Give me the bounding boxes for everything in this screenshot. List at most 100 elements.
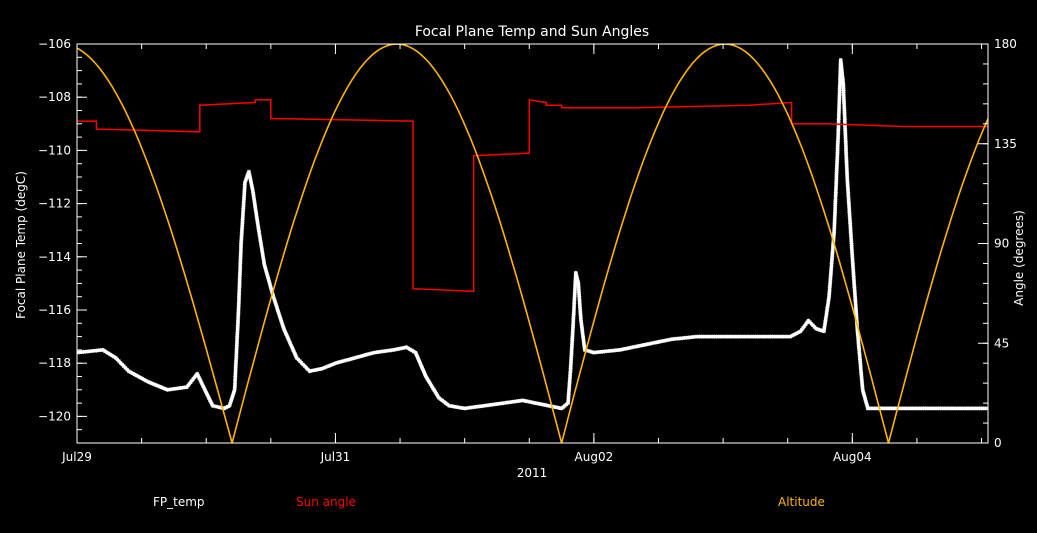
fp-temp-point	[473, 404, 478, 409]
fp-temp-point	[790, 333, 795, 338]
fp-temp-point	[835, 157, 840, 162]
fp-temp-point	[842, 99, 846, 104]
fp-temp-point	[408, 347, 413, 352]
fp-temp-point	[823, 316, 828, 321]
fp-temp-point	[845, 183, 850, 188]
fp-temp-point	[571, 310, 576, 315]
fp-temp-point	[237, 272, 242, 277]
fp-temp-point	[276, 311, 281, 316]
fp-temp-point	[542, 402, 547, 407]
fp-temp-point	[569, 349, 574, 354]
fp-temp-point	[529, 400, 534, 405]
fp-temp-point	[880, 406, 885, 411]
fp-temp-point	[277, 313, 282, 318]
fp-temp-point	[241, 202, 246, 207]
fp-temp-point	[432, 388, 437, 392]
fp-temp-point	[779, 334, 784, 339]
fp-temp-point	[238, 265, 243, 270]
fp-temp-point	[847, 212, 852, 217]
fp-temp-point	[844, 168, 849, 173]
fp-temp-point	[121, 364, 126, 369]
fp-temp-point	[278, 316, 283, 320]
fp-temp-point	[860, 381, 865, 386]
fp-temp-point	[236, 316, 241, 321]
fp-temp-point	[703, 334, 708, 339]
fp-temp-point	[281, 324, 286, 329]
fp-temp-point	[571, 319, 576, 324]
fp-temp-point	[573, 283, 578, 288]
fp-temp-point	[849, 243, 854, 248]
fp-temp-point	[250, 188, 255, 193]
fp-temp-point	[827, 288, 832, 293]
fp-temp-point	[527, 399, 532, 404]
fp-temp-point	[835, 146, 840, 151]
fp-temp-point	[830, 245, 835, 250]
fp-temp-point	[740, 334, 745, 339]
fp-temp-point	[832, 223, 837, 228]
fp-temp-point	[585, 348, 590, 353]
fp-temp-point	[260, 253, 265, 258]
fp-temp-point	[840, 77, 845, 82]
fp-temp-point	[430, 386, 435, 391]
fp-temp-point	[678, 336, 682, 341]
fp-temp-point	[970, 406, 975, 411]
sun-angle-line	[77, 99, 988, 293]
fp-temp-point	[619, 347, 624, 352]
fp-temp-point	[714, 334, 719, 339]
fp-temp-point	[820, 328, 824, 333]
fp-temp-point	[566, 390, 571, 395]
fp-temp-point	[237, 290, 242, 295]
fp-temp-point	[580, 329, 585, 334]
fp-temp-point	[355, 355, 359, 360]
fp-temp-point	[434, 391, 439, 396]
fp-temp-point	[199, 380, 204, 385]
fp-temp-point	[576, 281, 581, 286]
fp-temp-point	[835, 159, 840, 164]
fp-temp-point	[846, 190, 851, 195]
fp-temp-point	[837, 95, 842, 100]
fp-temp-point	[569, 355, 574, 360]
altitude-arc	[231, 44, 563, 443]
fp-temp-point	[380, 349, 385, 354]
fp-temp-point	[949, 406, 954, 411]
fp-temp-point	[845, 179, 850, 184]
fp-temp-point	[770, 334, 775, 339]
fp-temp-point	[268, 284, 273, 289]
fp-temp-point	[359, 354, 364, 359]
fp-temp-point	[835, 144, 840, 148]
fp-temp-point	[889, 406, 894, 411]
fp-temp-point	[962, 406, 967, 411]
fp-temp-point	[233, 376, 238, 381]
fp-temp-point	[848, 232, 853, 237]
fp-temp-point	[245, 173, 250, 178]
fp-temp-point	[823, 320, 828, 325]
fp-temp-point	[844, 157, 849, 162]
sun-angle-series	[77, 99, 988, 293]
fp-temp-point	[249, 180, 253, 184]
fp-temp-point	[83, 349, 88, 354]
fp-temp-point	[729, 334, 734, 339]
fp-temp-point	[433, 390, 438, 394]
fp-temp-point	[942, 406, 947, 411]
fp-temp-point	[239, 232, 244, 237]
fp-temp-point	[725, 334, 730, 339]
fp-temp-point	[837, 102, 842, 106]
fp-temp-point	[572, 294, 577, 299]
fp-temp-point	[254, 214, 259, 219]
fp-temp-point	[195, 371, 200, 376]
fp-temp-point	[845, 177, 850, 182]
fp-temp-point	[938, 406, 943, 411]
fp-temp-point	[568, 375, 572, 380]
fp-temp-series	[77, 58, 988, 411]
left-tick-label: −114	[38, 250, 71, 264]
fp-temp-point	[811, 323, 815, 328]
fp-temp-point	[660, 339, 665, 343]
fp-temp-point	[857, 348, 862, 353]
fp-temp-point	[572, 301, 577, 306]
fp-temp-point	[822, 327, 827, 332]
fp-temp-point	[411, 349, 416, 354]
fp-temp-point	[104, 350, 109, 355]
fp-temp-point	[837, 82, 842, 87]
fp-temp-point	[609, 348, 614, 353]
fp-temp-point	[571, 325, 575, 330]
